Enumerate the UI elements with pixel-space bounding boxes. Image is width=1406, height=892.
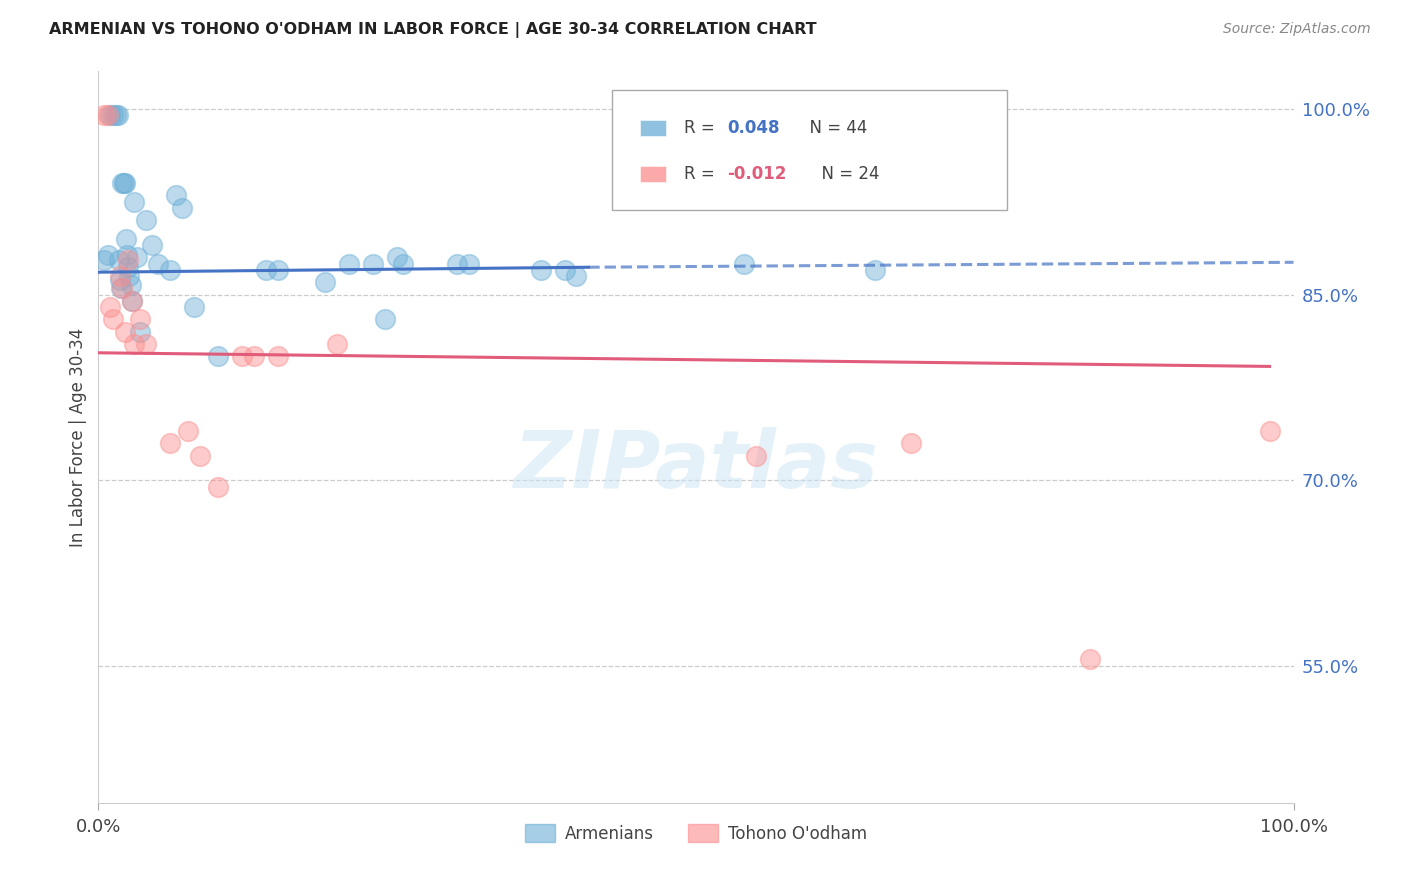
Point [108,272,131,286]
Point [745,449,768,463]
Point [112,176,135,190]
Point [165,188,187,202]
Point [363,256,385,270]
Point [98,300,122,314]
FancyBboxPatch shape [613,90,1007,211]
Point [108,268,131,283]
FancyBboxPatch shape [640,166,666,182]
Point [118,268,141,283]
Point [110,281,132,295]
Point [326,337,349,351]
Point [530,262,553,277]
Point [385,250,409,264]
Point [458,256,481,270]
Point [93,252,115,267]
Point [101,312,124,326]
Point [97,248,120,262]
Point [107,252,129,267]
Point [111,281,134,295]
Point [231,350,253,364]
Point [865,262,887,277]
Legend: Armenians, Tohono O'odham: Armenians, Tohono O'odham [519,818,873,849]
Point [565,268,588,283]
Point [900,436,922,450]
Text: ZIPatlas: ZIPatlas [513,427,879,506]
Point [267,350,290,364]
Point [124,337,146,351]
Text: -0.012: -0.012 [727,165,786,183]
Point [124,194,146,209]
Point [105,108,128,122]
Point [117,260,139,275]
FancyBboxPatch shape [640,120,666,136]
Point [141,238,163,252]
Point [115,248,138,262]
Point [243,350,266,364]
Point [315,275,337,289]
Point [1080,652,1102,666]
Point [120,277,142,292]
Point [135,213,157,227]
Point [97,108,120,122]
Point [107,108,129,122]
Y-axis label: In Labor Force | Age 30-34: In Labor Force | Age 30-34 [69,327,87,547]
Point [177,424,200,438]
Text: ARMENIAN VS TOHONO O'ODHAM IN LABOR FORCE | AGE 30-34 CORRELATION CHART: ARMENIAN VS TOHONO O'ODHAM IN LABOR FORC… [49,22,817,38]
Text: 0.048: 0.048 [727,120,779,137]
Point [148,256,170,270]
Point [254,262,277,277]
Point [159,262,181,277]
Point [129,312,152,326]
Point [114,325,136,339]
Point [188,449,211,463]
Point [207,480,229,494]
Point [183,300,205,314]
Point [121,293,143,308]
Point [115,232,138,246]
Point [121,293,143,308]
Point [207,350,229,364]
Text: N = 24: N = 24 [811,165,879,183]
Text: Source: ZipAtlas.com: Source: ZipAtlas.com [1223,22,1371,37]
Point [1258,424,1281,438]
Point [129,325,152,339]
Point [111,176,134,190]
Point [117,252,139,267]
Point [114,176,136,190]
Text: R =: R = [685,165,720,183]
Point [159,436,181,450]
Point [374,312,396,326]
Point [135,337,157,351]
Point [339,256,361,270]
Point [101,108,124,122]
Point [267,262,290,277]
Point [98,108,122,122]
Text: N = 44: N = 44 [799,120,868,137]
Text: R =: R = [685,120,720,137]
Point [93,108,115,122]
Point [392,256,415,270]
Point [554,262,576,277]
Point [733,256,755,270]
Point [172,201,194,215]
Point [125,250,148,264]
Point [446,256,468,270]
